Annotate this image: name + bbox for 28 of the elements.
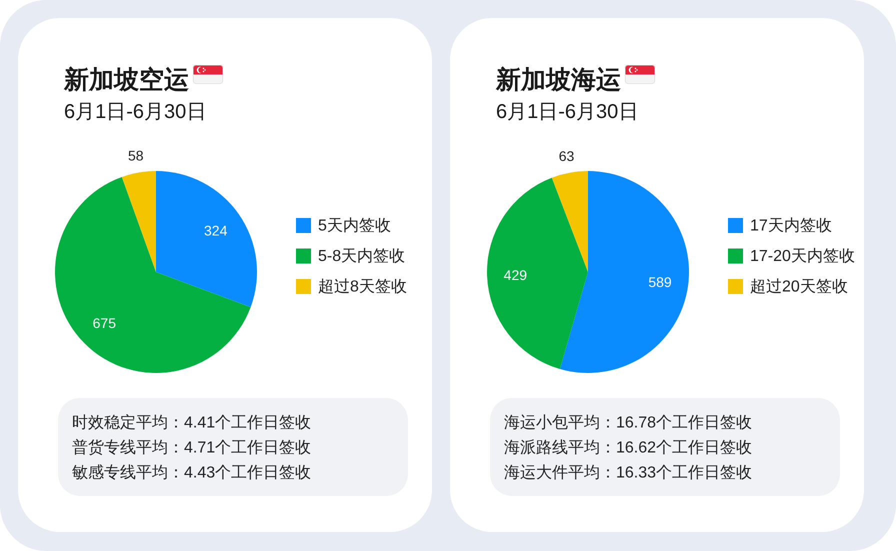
legend-label: 5天内签收 — [318, 216, 391, 234]
pie-slice — [487, 178, 588, 370]
chart-title: 新加坡海运 — [495, 66, 621, 94]
pie-slice — [55, 176, 251, 373]
legend-label: 超过20天签收 — [750, 278, 848, 296]
legend-label: 5-8天内签收 — [318, 247, 406, 265]
pie-slice — [560, 171, 689, 373]
text: 普货专线平均：4.71个工作日签收 — [72, 438, 312, 456]
data-label: 589 — [648, 274, 672, 290]
data-label: 675 — [92, 315, 116, 332]
legend-label: 超过8天签收 — [318, 278, 407, 296]
data-label: 63 — [558, 148, 574, 164]
data-label: 324 — [204, 222, 228, 238]
pie-slice — [552, 171, 588, 272]
chart-subtitle: 6月1日-6月30日 — [496, 101, 638, 123]
legend-label: 17-20天内签收 — [750, 247, 855, 265]
chart-subtitle: 6月1日-6月30日 — [64, 101, 206, 123]
text: 敏感专线平均：4.43个工作日签收 — [72, 464, 312, 482]
data-label: 58 — [128, 148, 144, 164]
pie-slice — [156, 171, 257, 308]
text: 海派路线平均：16.62个工作日签收 — [504, 438, 752, 456]
text: 时效稳定平均：4.41个工作日签收 — [72, 414, 312, 432]
text: 海运小包平均：16.78个工作日签收 — [504, 414, 752, 432]
chart-title: 新加坡空运 — [63, 66, 189, 94]
text: 海运大件平均：16.33个工作日签收 — [504, 464, 752, 482]
legend-label: 17天内签收 — [750, 216, 832, 234]
data-label: 429 — [504, 267, 528, 284]
pie-slice — [122, 171, 156, 272]
